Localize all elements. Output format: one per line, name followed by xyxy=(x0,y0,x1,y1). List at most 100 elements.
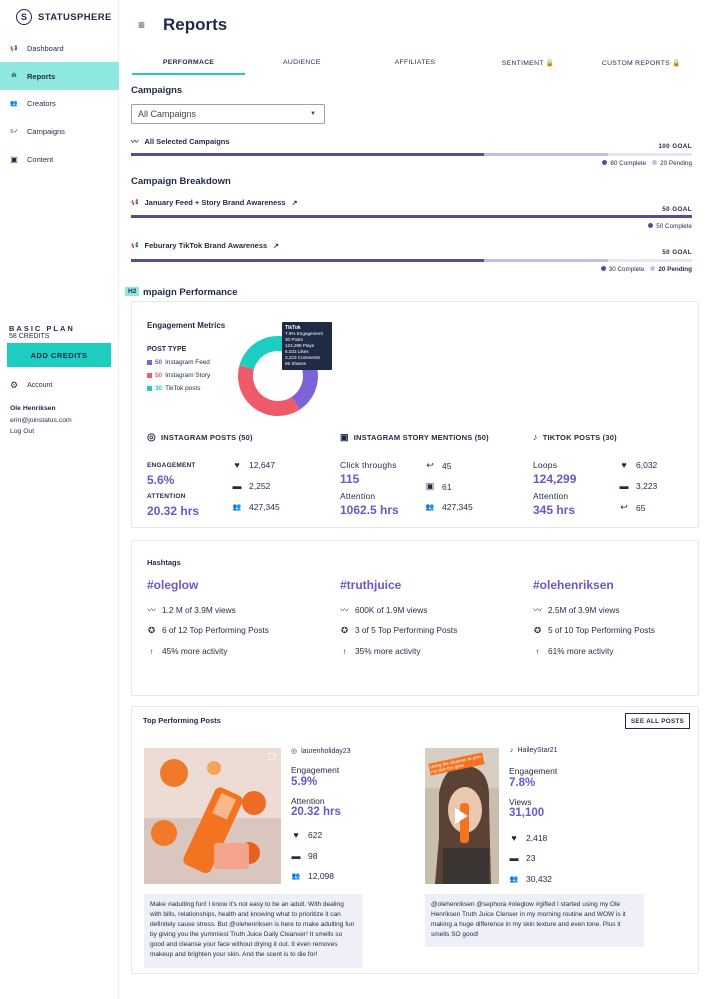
megaphone-icon: 📢 xyxy=(131,243,139,249)
tab-custom-reports[interactable]: CUSTOM REPORTS 🔒 xyxy=(601,60,681,67)
people-icon: 👥 xyxy=(291,873,301,880)
people-icon: 👥 xyxy=(425,504,435,511)
user-name: Ole Henriksen xyxy=(10,405,56,412)
pending-label: 20 Pending xyxy=(658,266,692,273)
complete-dot-icon xyxy=(600,266,606,271)
donut-slice-tiktok-posts[interactable] xyxy=(239,336,284,370)
sidebar-item-label: Creators xyxy=(27,99,56,108)
people-icon: 👥 xyxy=(232,504,242,511)
sidebar-item-campaigns[interactable]: ≡✓ Campaigns xyxy=(0,118,119,145)
tab-performance[interactable]: PERFORMACE xyxy=(132,55,246,75)
instagram-icon: ◎ xyxy=(147,432,156,443)
comment-icon: ▬ xyxy=(619,481,629,491)
comment-icon: ▬ xyxy=(509,853,519,863)
pending-label: 20 Pending xyxy=(660,160,692,167)
hashtag-link[interactable]: #olehenriksen xyxy=(533,578,614,592)
complete-label: 80 Complete xyxy=(610,160,647,167)
post-caption: @olehenriksen @sephora #oleglow #gifted … xyxy=(425,894,644,947)
reply-icon: ↩ xyxy=(426,460,434,470)
sidebar-item-creators[interactable]: 👥 Creators xyxy=(0,90,119,117)
pending-dot-icon xyxy=(652,160,658,165)
share-icon: ↩ xyxy=(620,502,628,512)
tab-sentiment[interactable]: SENTIMENT 🔒 xyxy=(501,60,555,67)
tab-audience[interactable]: AUDIENCE xyxy=(283,59,321,66)
pending-dot-icon xyxy=(650,266,656,271)
complete-dot-icon xyxy=(602,160,608,165)
megaphone-icon: 📢 xyxy=(131,200,139,206)
goal-amount: 100 GOAL xyxy=(658,143,692,150)
donut-slice-instagram-story[interactable] xyxy=(238,365,300,416)
tiktok-icon: ♪ xyxy=(533,432,538,442)
sidebar-item-reports[interactable]: ılı Reports xyxy=(0,62,119,90)
tiktok-icon: ♪ xyxy=(510,747,514,754)
people-icon: 👥 xyxy=(509,876,519,883)
post-type-item: 30 TikTok posts xyxy=(147,385,200,392)
sidebar-item-dashboard[interactable]: 📢 Dashboard xyxy=(0,35,119,62)
progress-complete xyxy=(131,153,485,156)
breakdown-title: Campaign Breakdown xyxy=(131,176,231,187)
campaign-select[interactable]: All Campaigns ▼ xyxy=(131,104,325,124)
progress-bar xyxy=(131,153,692,156)
legend-swatch-icon xyxy=(147,360,152,365)
complete-label: 30 Complete xyxy=(608,266,645,273)
page-title: Reports xyxy=(163,15,228,34)
post-photo xyxy=(144,748,281,884)
user-email: erin@joinstatus.com xyxy=(10,416,72,424)
hashtag-link[interactable]: #oleglow xyxy=(147,578,199,592)
top-posts-title: Top Performing Posts xyxy=(143,716,221,725)
sidebar-item-content[interactable]: ▣ Content xyxy=(0,146,119,173)
comment-icon: ▬ xyxy=(291,851,301,861)
megaphone-icon: 📢 xyxy=(10,46,18,52)
report-tabs: PERFORMACE AUDIENCE AFFILIATES SENTIMENT… xyxy=(132,55,698,75)
arrow-up-icon: ↑ xyxy=(149,646,154,656)
gear-icon: ⚙ xyxy=(10,380,19,390)
post-user[interactable]: ♪ HaileyStar21 xyxy=(510,747,558,754)
heart-icon: ♥ xyxy=(234,460,240,470)
account-label: Account xyxy=(27,382,53,389)
hashtag-link[interactable]: #truthjuice xyxy=(340,578,402,592)
trend-icon: 〰 xyxy=(147,605,156,615)
plan-credits: 58 CREDITS xyxy=(9,333,50,340)
story-icon: ▣ xyxy=(340,432,349,442)
sidebar-item-label: Campaigns xyxy=(27,127,65,136)
post-image[interactable]: Using the cleanser to give my skin the g… xyxy=(425,748,499,884)
sidebar-item-label: Dashboard xyxy=(27,44,64,53)
trend-icon: 〰 xyxy=(340,605,349,615)
user-info: Ole Henriksen erin@joinstatus.com Log Ou… xyxy=(10,403,72,438)
external-link-icon[interactable]: ↗ xyxy=(291,199,298,207)
arrow-up-icon: ↑ xyxy=(535,646,540,656)
list-check-icon: ≡✓ xyxy=(10,129,19,135)
hashtag-item: #olehenriksen 〰 2.5M of 3.9M views ✪ 5 of … xyxy=(533,578,713,656)
tab-affiliates[interactable]: AFFILIATES xyxy=(394,59,436,66)
heart-icon: ♥ xyxy=(511,833,517,843)
logo[interactable]: S STATUSPHERE xyxy=(16,9,112,25)
campaigns-title: Campaigns xyxy=(131,85,183,96)
breakdown-row: 📢 Feburary TikTok Brand Awareness ↗ 50 G… xyxy=(131,241,692,273)
heart-icon: ♥ xyxy=(293,830,299,840)
sidebar: S STATUSPHERE 📢 Dashboard ılı Reports 👥 … xyxy=(0,0,119,999)
goal-amount: 50 GOAL xyxy=(662,206,692,213)
engagement-title: Engagement Metrics xyxy=(147,321,226,330)
menu-icon[interactable]: ≡ xyxy=(138,18,146,32)
post-image[interactable]: ❐ xyxy=(144,748,281,884)
instagram-icon: ◎ xyxy=(291,748,298,755)
performance-title: mpaign Performance xyxy=(143,287,238,298)
account-link[interactable]: ⚙ Account xyxy=(10,380,52,391)
chevron-down-icon: ▼ xyxy=(310,111,316,117)
logout-link[interactable]: Log Out xyxy=(10,428,35,435)
post-user[interactable]: ◎ laurenholiday23 xyxy=(291,747,351,756)
see-all-posts-button[interactable]: SEE ALL POSTS xyxy=(625,713,690,729)
campaign-link[interactable]: Feburary TikTok Brand Awareness xyxy=(144,241,268,250)
campaign-link[interactable]: January Feed + Story Brand Awareness xyxy=(144,198,286,207)
add-credits-button[interactable]: ADD CREDITS xyxy=(7,343,111,367)
campaign-select-value: All Campaigns xyxy=(138,109,197,119)
arrow-up-icon: ↑ xyxy=(342,646,347,656)
post-caption: Make #adulting fun! I know it's not easy… xyxy=(144,894,363,968)
story-mentions-stats: ▣ INSTAGRAM STORY MENTIONS (50) Click thr… xyxy=(340,432,489,517)
post-type-item: 50 Instagram Feed xyxy=(147,359,210,366)
legend-swatch-icon xyxy=(147,373,152,378)
complete-label: 50 Complete xyxy=(656,223,692,230)
hashtag-item: #oleglow 〰 1.2 M of 3.9M views ✪ 6 of 12 T… xyxy=(147,578,327,656)
external-link-icon[interactable]: ↗ xyxy=(273,242,280,250)
sidebar-item-label: Content xyxy=(27,155,54,164)
